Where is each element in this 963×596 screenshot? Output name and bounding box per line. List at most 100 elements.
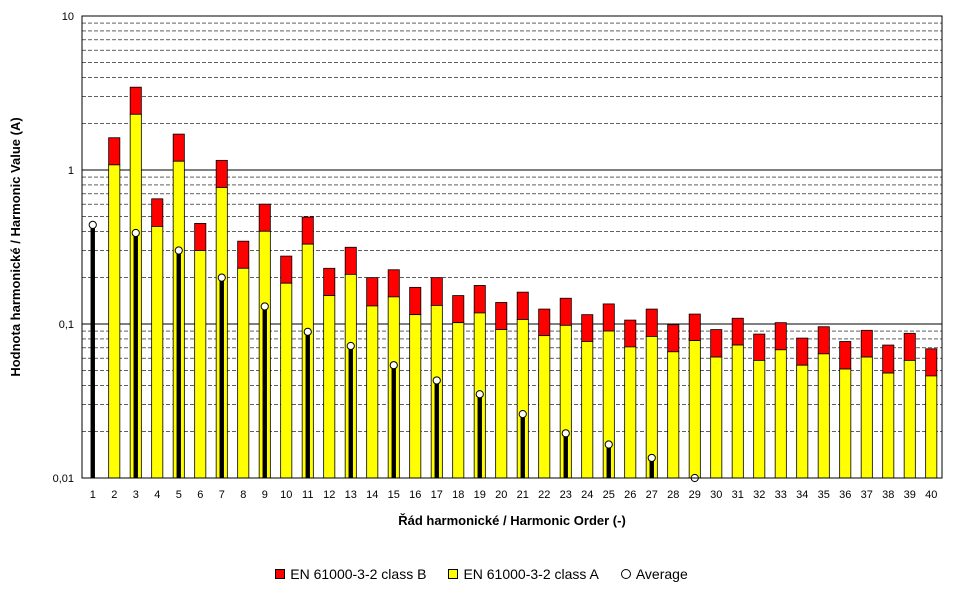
bar-class-b-31 [731,317,744,346]
average-point-3 [131,228,140,238]
bar-class-b-9 [258,203,271,232]
bar-class-b-6 [194,223,207,251]
x-tick-label: 17 [431,489,443,501]
bar-class-b-36 [839,341,852,370]
bar-class-b-19 [473,285,486,314]
x-tick-label: 24 [581,489,593,501]
bar-class-a-18 [452,322,465,479]
average-markers [88,220,699,483]
x-tick-label: 13 [345,489,357,501]
bar-class-b-35 [817,326,830,355]
x-axis-title: Řád harmonické / Harmonic Order (-) [398,513,626,528]
bar-class-b-34 [796,337,809,366]
bar-class-b-21 [516,291,529,320]
average-point-21 [518,409,527,419]
bar-class-a-32 [753,360,766,479]
bar-class-a-24 [581,341,594,479]
x-tick-label: 3 [133,489,139,501]
x-tick-label: 40 [925,489,937,501]
bar-class-b-4 [151,198,164,227]
bar-class-b-30 [710,329,723,358]
x-tick-label: 15 [388,489,400,501]
bar-class-a-2 [108,164,121,479]
bar-class-b-28 [667,324,680,353]
legend-item-average: Average [620,566,688,582]
average-point-13 [346,341,355,351]
x-tick-label: 7 [219,489,225,501]
average-point-1 [88,220,97,230]
x-tick-label: 23 [560,489,572,501]
x-tick-label: 33 [775,489,787,501]
bar-class-a-30 [710,356,723,479]
average-bar-21 [520,414,525,478]
y-tick-label: 0,1 [59,319,74,331]
average-bar-7 [219,277,224,478]
bar-class-a-26 [624,346,637,479]
bar-class-a-36 [839,368,852,479]
x-tick-label: 22 [538,489,550,501]
x-tick-label: 10 [280,489,292,501]
bar-class-a-20 [495,329,508,479]
average-point-19 [475,390,484,399]
bar-class-a-29 [688,340,701,479]
grid-lines [82,15,942,432]
x-tick-label: 39 [904,489,916,501]
average-bar-5 [176,250,181,478]
bar-class-b-18 [452,295,465,324]
y-tick-labels: 0,01 0,1 1 10 [53,11,74,485]
bar-class-b-24 [581,314,594,342]
x-tick-label: 1 [90,489,96,501]
legend-label-class-a: EN 61000-3-2 class A [463,566,599,582]
x-tick-label: 35 [818,489,830,501]
bar-class-a-22 [538,335,551,479]
bar-class-a-37 [860,356,873,479]
x-tick-label: 19 [474,489,486,501]
bar-class-a-8 [237,267,250,479]
average-bar-17 [434,380,439,478]
y-tick-label: 0,01 [53,473,74,485]
x-tick-label: 38 [882,489,894,501]
bar-class-a-12 [323,295,336,479]
average-bar-11 [305,331,310,478]
average-point-5 [174,246,183,255]
x-tick-label: 5 [176,489,182,501]
x-tick-label: 11 [302,489,313,501]
bar-class-b-13 [344,246,357,275]
average-point-27 [647,453,656,463]
bar-class-b-8 [237,240,250,269]
average-point-9 [260,302,269,311]
x-tick-label: 27 [646,489,658,501]
bar-class-b-12 [323,267,336,296]
bar-class-b-14 [366,277,379,307]
bar-class-a-40 [925,375,938,479]
bar-class-b-22 [538,308,551,337]
x-tick-label: 4 [154,489,160,501]
bar-class-a-4 [151,226,164,479]
legend-marker-average [620,569,631,579]
bar-class-b-27 [645,308,658,337]
average-point-17 [432,376,441,385]
legend-label-class-b: EN 61000-3-2 class B [290,566,427,582]
legend: EN 61000-3-2 class B EN 61000-3-2 class … [0,563,963,585]
average-bar-27 [649,457,654,478]
average-bar-19 [477,394,482,478]
bar-class-b-20 [495,302,508,330]
x-tick-label: 34 [796,489,808,501]
bar-class-b-29 [688,313,701,342]
bar-class-b-37 [860,329,873,358]
legend-item-class-b: EN 61000-3-2 class B [275,566,426,582]
bar-class-a-35 [817,353,830,479]
average-bar-3 [133,232,138,478]
x-tick-label: 20 [495,489,507,501]
x-tick-label: 25 [603,489,615,501]
x-tick-labels: 1 2 3 4 5 6 7 8 9 10 11 12 13 14 15 16 17 18 19 20 21 22 23 24 2… [90,489,938,501]
bar-class-b-5 [172,133,185,162]
x-tick-label: 6 [197,489,203,501]
bar-class-b-17 [430,277,443,306]
bar-class-a-33 [774,349,787,479]
bar-class-a-10 [280,282,293,479]
x-tick-label: 16 [409,489,421,501]
x-tick-label: 28 [667,489,679,501]
average-point-11 [303,327,312,336]
